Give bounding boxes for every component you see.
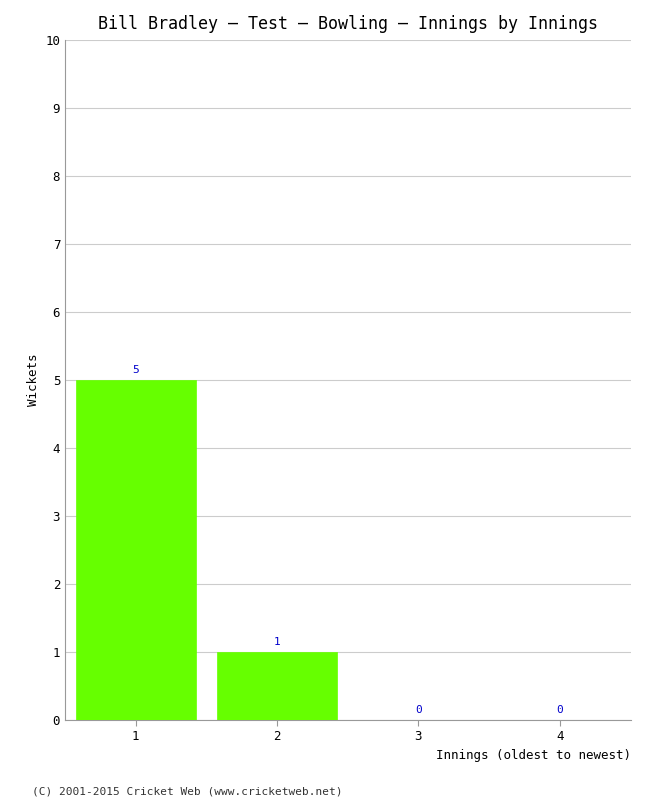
- Text: 1: 1: [274, 637, 280, 646]
- Text: 5: 5: [133, 365, 139, 374]
- Bar: [75, 380, 196, 720]
- Text: 0: 0: [415, 705, 422, 714]
- Title: Bill Bradley – Test – Bowling – Innings by Innings: Bill Bradley – Test – Bowling – Innings …: [98, 15, 598, 33]
- Bar: [217, 652, 337, 720]
- Y-axis label: Wickets: Wickets: [27, 354, 40, 406]
- Text: 0: 0: [556, 705, 563, 714]
- X-axis label: Innings (oldest to newest): Innings (oldest to newest): [436, 749, 630, 762]
- Text: (C) 2001-2015 Cricket Web (www.cricketweb.net): (C) 2001-2015 Cricket Web (www.cricketwe…: [32, 786, 343, 796]
